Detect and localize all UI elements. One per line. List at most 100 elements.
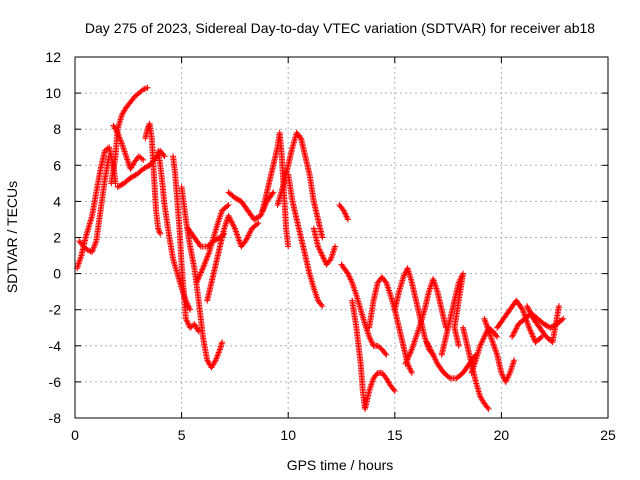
data-point (296, 133, 303, 140)
data-point (382, 350, 389, 357)
data-point (161, 153, 168, 160)
data-point (129, 173, 136, 180)
x-tick-label: 15 (387, 427, 403, 443)
data-point (493, 332, 500, 339)
data-point (246, 231, 253, 238)
data-point (548, 324, 555, 331)
data-point (114, 183, 121, 190)
data-point (524, 304, 531, 311)
data-point (528, 311, 535, 318)
data-point (257, 212, 264, 219)
y-tick-label: 10 (45, 85, 61, 101)
data-point (406, 352, 413, 359)
plot-frame (74, 56, 609, 419)
data-point (318, 301, 325, 308)
data-point (141, 85, 148, 92)
data-point (247, 228, 254, 235)
data-point (202, 259, 209, 266)
data-point (156, 229, 163, 236)
data-point (211, 358, 218, 365)
data-point (235, 196, 242, 203)
data-point (205, 250, 212, 257)
data-point (258, 211, 265, 218)
data-point (225, 212, 232, 219)
data-point (187, 306, 194, 313)
data-point (426, 344, 433, 351)
y-tick-label: 2 (53, 230, 61, 246)
data-point (344, 216, 351, 223)
data-point (509, 333, 516, 340)
data-point (255, 220, 262, 227)
data-point (233, 195, 240, 202)
data-point (528, 329, 535, 336)
y-tick-label: -6 (49, 374, 62, 390)
data-point (199, 266, 206, 273)
data-point (423, 339, 430, 346)
data-point (254, 214, 261, 221)
data-point (530, 334, 537, 341)
data-point (115, 183, 122, 190)
data-point (494, 333, 501, 340)
data-point (244, 233, 251, 240)
data-point (226, 214, 233, 221)
data-point (383, 351, 390, 358)
data-point (445, 374, 452, 381)
data-point (194, 278, 201, 285)
data-point (485, 405, 492, 412)
data-point (201, 260, 208, 267)
data-point (201, 262, 208, 269)
data-point (285, 243, 292, 250)
y-tick-label: 12 (45, 49, 61, 65)
data-point (196, 273, 203, 280)
data-point (425, 343, 432, 350)
data-point (518, 305, 525, 312)
data-point (511, 357, 518, 364)
data-point (511, 328, 518, 335)
data-point (523, 303, 530, 310)
data-point (543, 322, 550, 329)
data-point (140, 156, 147, 163)
data-point (251, 216, 258, 223)
data-point (144, 84, 151, 91)
data-point (196, 242, 203, 249)
data-point (160, 151, 167, 158)
data-point (511, 329, 518, 336)
data-point (198, 269, 205, 276)
data-point (225, 202, 232, 209)
chart-title: Day 275 of 2023, Sidereal Day-to-day VTE… (85, 20, 595, 36)
data-point (226, 215, 233, 222)
data-point (141, 165, 148, 172)
data-point (391, 387, 398, 394)
data-point (509, 332, 516, 339)
data-point (424, 340, 431, 347)
data-point (527, 327, 534, 334)
data-point (246, 229, 253, 236)
data-point (269, 190, 276, 197)
data-point (242, 238, 249, 245)
data-point (245, 232, 252, 239)
data-point (253, 215, 260, 222)
data-point (408, 369, 415, 376)
data-point (227, 217, 234, 224)
data-point (229, 221, 236, 228)
data-point (514, 323, 521, 330)
data-point (527, 310, 534, 317)
data-point (203, 256, 210, 263)
data-point (408, 347, 415, 354)
data-point (200, 263, 207, 270)
data-point (142, 164, 149, 171)
data-point (537, 334, 544, 341)
data-point (205, 251, 212, 258)
data-point (198, 268, 205, 275)
data-point (319, 303, 326, 310)
data-points (74, 84, 567, 412)
data-point (199, 265, 206, 272)
data-point (117, 182, 124, 189)
data-point (144, 163, 151, 170)
data-point (195, 328, 202, 335)
data-point (526, 324, 533, 331)
data-point (404, 356, 411, 363)
data-point (254, 221, 261, 228)
data-point (407, 349, 414, 356)
data-point (428, 349, 435, 356)
